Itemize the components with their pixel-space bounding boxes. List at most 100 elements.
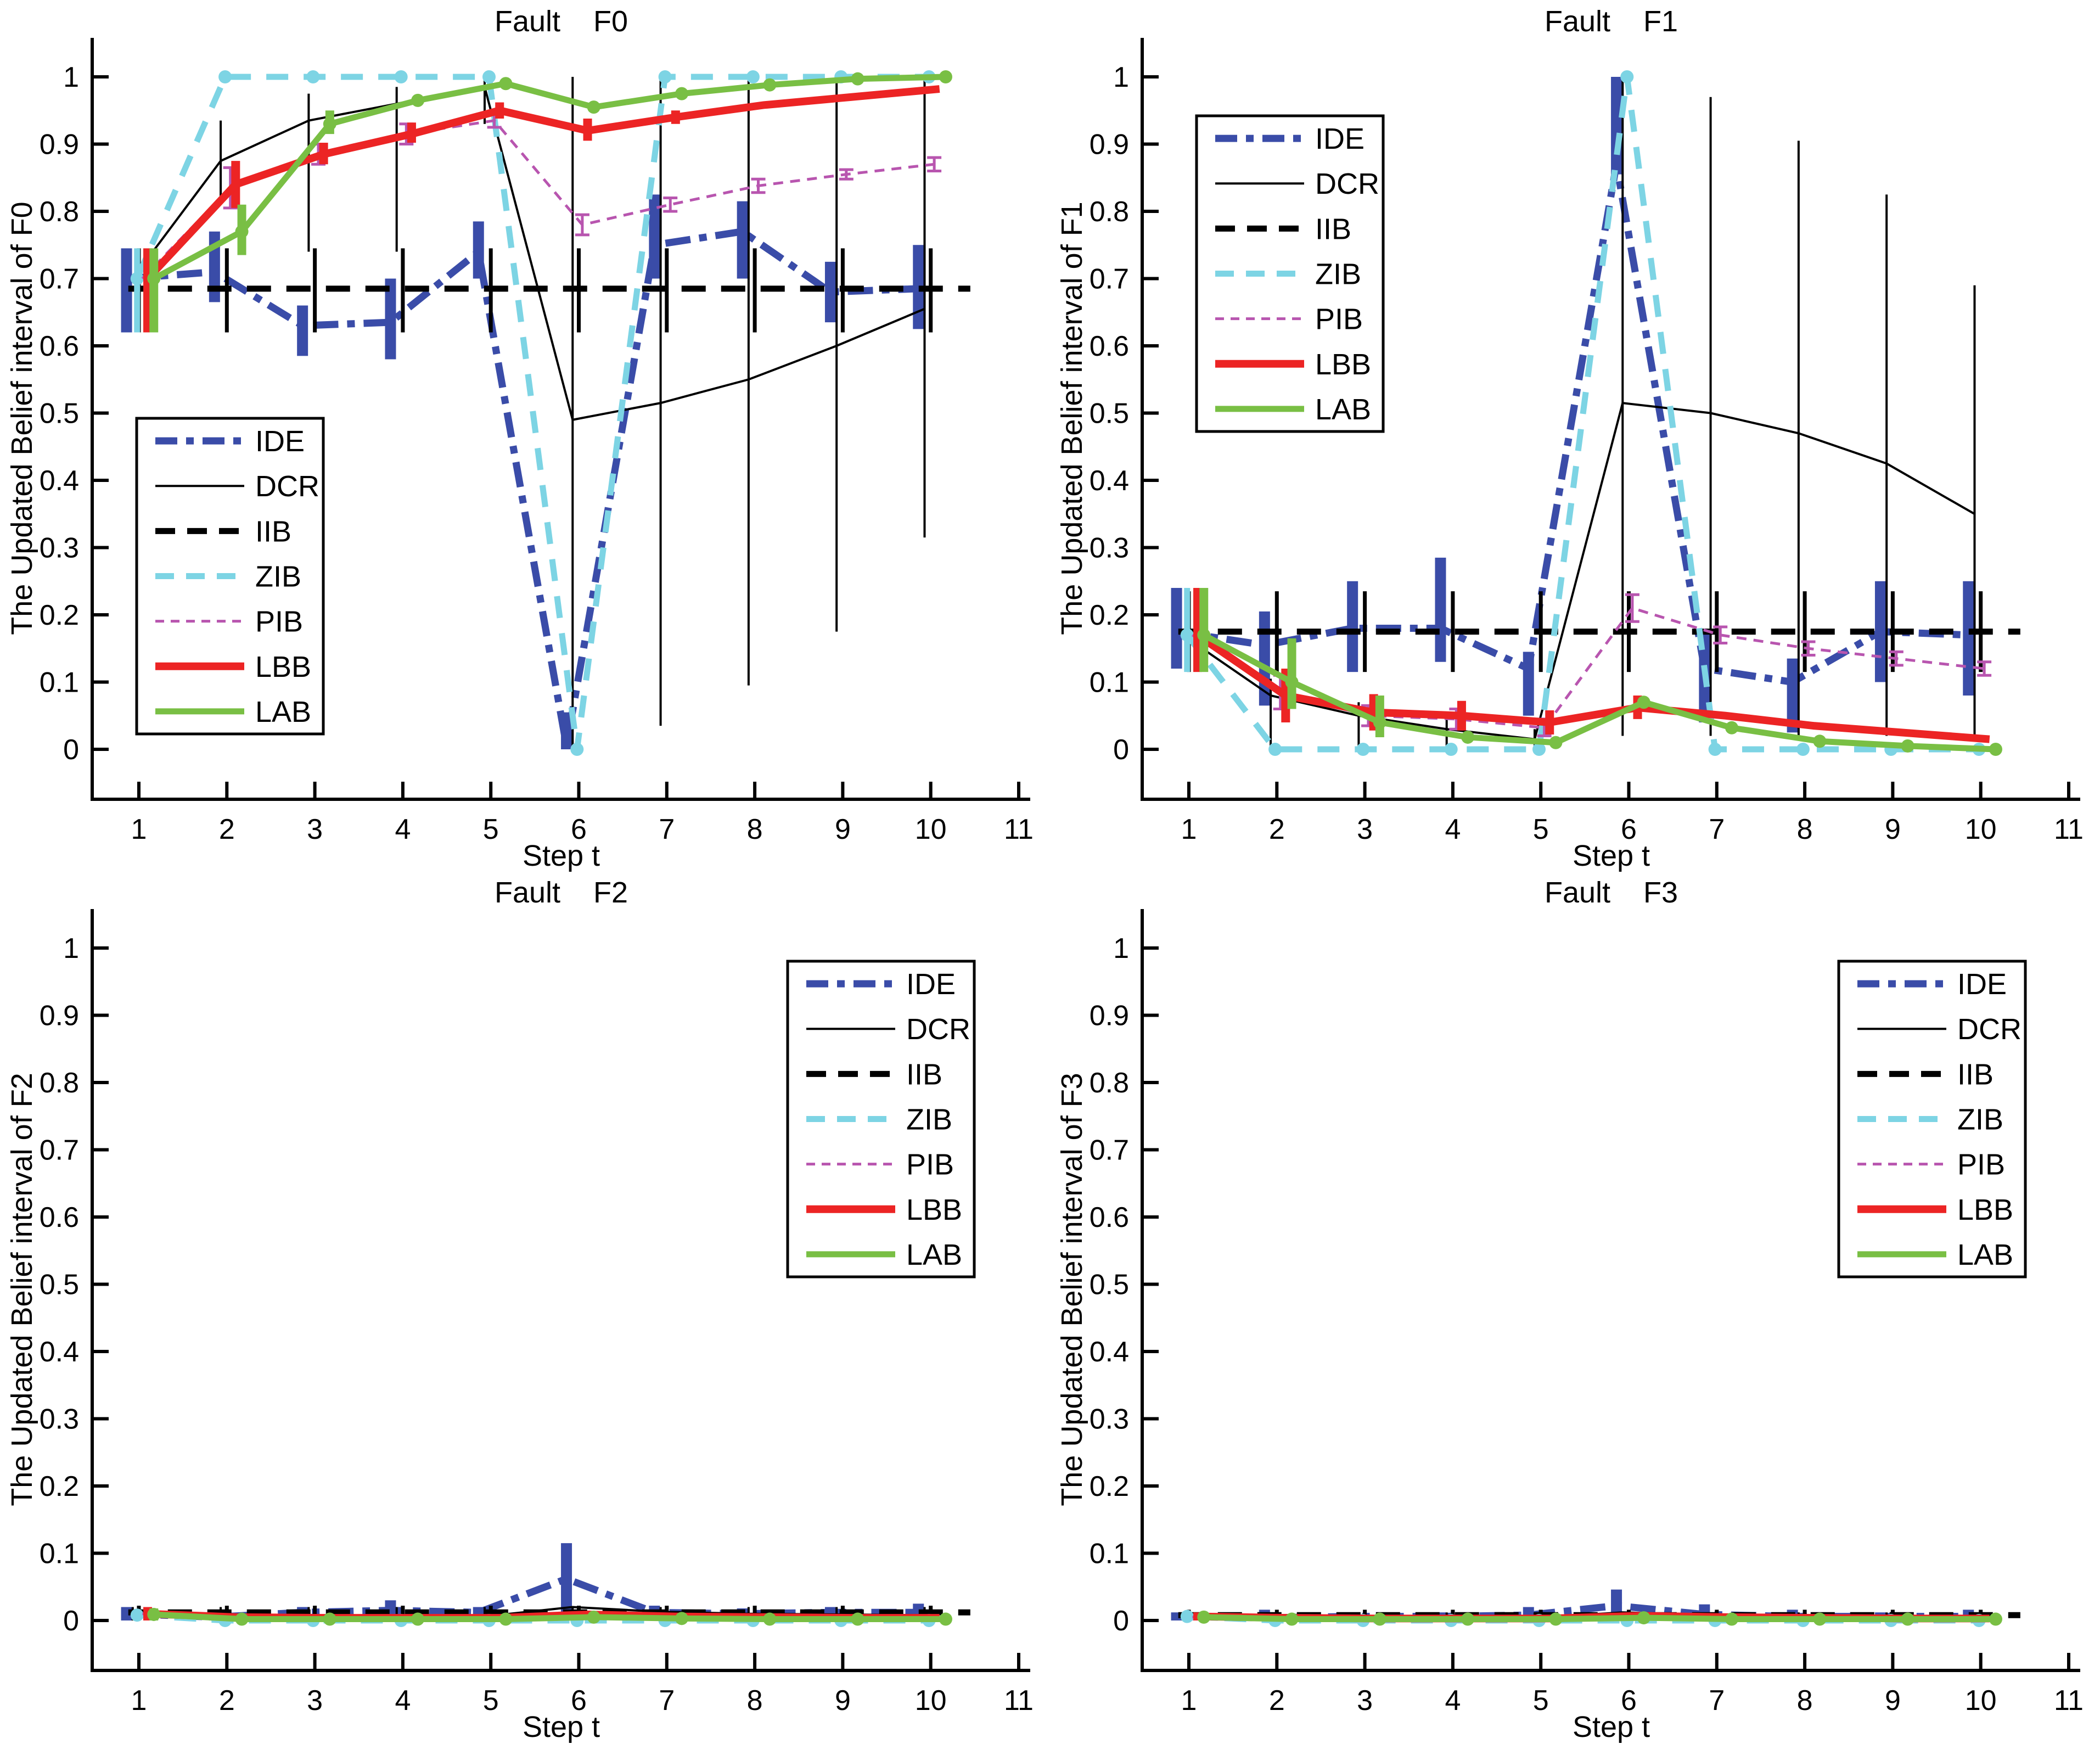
marker-LAB	[411, 93, 425, 107]
x-tick-label: 1	[131, 814, 147, 845]
marker-ZIB	[306, 70, 320, 83]
y-tick-label: 0.5	[1090, 1269, 1129, 1301]
series-LBB-line	[1195, 631, 1990, 743]
y-tick-label: 0.4	[40, 1336, 79, 1368]
legend-label-PIB: PIB	[255, 605, 303, 638]
legend-label-DCR: DCR	[1315, 167, 1379, 200]
marker-ZIB	[658, 70, 672, 83]
legend-label-ZIB: ZIB	[255, 560, 301, 593]
y-tick-label: 0.9	[40, 1000, 79, 1032]
series-DCR-line	[132, 86, 925, 422]
legend-label-IDE: IDE	[1315, 122, 1365, 155]
x-tick-label: 11	[1004, 1685, 1034, 1717]
x-tick-label: 10	[915, 814, 947, 845]
y-tick-label: 0.7	[1090, 1135, 1129, 1167]
y-tick-label: 0.6	[1090, 1202, 1129, 1233]
x-tick-label: 1	[131, 1685, 147, 1717]
y-tick-label: 0.2	[40, 1471, 79, 1502]
x-tick-label: 6	[1621, 1685, 1637, 1717]
legend-label-PIB: PIB	[1957, 1148, 2005, 1181]
legend-label-IIB: IIB	[255, 515, 291, 548]
x-tick-label: 6	[1621, 814, 1637, 845]
x-tick-label: 7	[659, 814, 675, 845]
plot-canvas-f2: 00.10.20.30.40.50.60.70.80.911 2 3 4 5 6 7 8 9 10…	[40, 909, 1034, 1717]
y-tick-label: 0.6	[1090, 330, 1129, 362]
y-tick-label: 0.8	[40, 196, 79, 228]
x-tick-label: 4	[1445, 814, 1461, 845]
y-tick-label: 0.7	[40, 263, 79, 295]
marker-ZIB	[130, 272, 144, 285]
marker-ZIB	[482, 70, 496, 83]
y-tick-label: 1	[63, 933, 79, 964]
y-tick-label: 0.8	[1090, 1067, 1129, 1099]
y-tick-label: 0.4	[1090, 1336, 1129, 1368]
marker-LAB	[1549, 736, 1563, 749]
x-axis-label-f3: Step t	[1572, 1711, 1650, 1743]
legend: IDE DCR IIB ZIB PIB LBB LAB	[786, 960, 976, 1278]
marker-LAB	[1725, 721, 1739, 734]
marker-ZIB	[1444, 743, 1458, 756]
y-tick-label: 0.6	[40, 1202, 79, 1233]
x-tick-label: 3	[1357, 814, 1373, 845]
x-axis-label-f0: Step t	[522, 839, 600, 872]
plot-canvas-f0: 00.10.20.30.40.50.60.70.80.911 2 3 4 5 6 7 8 9 10…	[40, 38, 1034, 845]
legend-label-LAB: LAB	[255, 696, 311, 728]
x-tick-label: 3	[1357, 1685, 1373, 1717]
marker-LAB	[1725, 1612, 1739, 1626]
y-tick-label: 0.8	[40, 1067, 79, 1099]
series-LAB	[1197, 1610, 2002, 1626]
x-tick-label: 8	[1797, 814, 1813, 845]
legend-label-ZIB: ZIB	[906, 1103, 952, 1136]
x-tick-label: 3	[307, 814, 323, 845]
series-LAB-line	[152, 74, 946, 282]
y-tick-label: 0.1	[1090, 667, 1129, 699]
legend-label-LBB: LBB	[906, 1193, 962, 1226]
marker-LAB	[587, 1610, 600, 1624]
y-tick-label: 0.9	[1090, 1000, 1129, 1032]
x-tick-label: 9	[835, 814, 851, 845]
legend: IDE DCR IIB ZIB PIB LBB LAB	[1837, 960, 2027, 1278]
series-IDE	[1171, 77, 1974, 733]
legend-label-IIB: IIB	[1315, 212, 1351, 245]
axes: 00.10.20.30.40.50.60.70.80.911 2 3 4 5 6 7 8 9 10…	[1090, 909, 2084, 1717]
series-ZIB-line	[134, 74, 929, 750]
series-LBB-line	[144, 85, 940, 282]
y-tick-label: 0.5	[1090, 398, 1129, 430]
marker-ZIB	[1180, 1610, 1194, 1623]
marker-LAB	[939, 70, 952, 83]
marker-LAB	[235, 1612, 249, 1626]
legend-label-PIB: PIB	[1315, 303, 1363, 336]
marker-ZIB	[1180, 628, 1194, 642]
marker-ZIB	[570, 743, 584, 756]
y-tick-label: 0.7	[1090, 263, 1129, 295]
series-LAB-line	[1202, 632, 1996, 753]
axes: 00.10.20.30.40.50.60.70.80.911 2 3 4 5 6 7 8 9 10…	[40, 909, 1034, 1717]
legend-label-ZIB: ZIB	[1957, 1103, 2003, 1136]
marker-LAB	[763, 78, 777, 92]
series-PIB-line	[1192, 606, 1985, 730]
legend-label-IDE: IDE	[1957, 968, 2007, 1001]
legend-label-ZIB: ZIB	[1315, 258, 1361, 291]
series-ZIB	[130, 70, 936, 756]
x-tick-label: 5	[1533, 814, 1549, 845]
series-IIB	[1178, 591, 2020, 672]
marker-LAB	[1813, 734, 1827, 748]
plot-title-f0: Fault F0	[494, 5, 628, 38]
plot-canvas-f1: 00.10.20.30.40.50.60.70.80.911 2 3 4 5 6 7 8 9 10…	[1090, 38, 2084, 845]
y-tick-label: 0.3	[1090, 532, 1129, 564]
y-tick-label: 0.3	[40, 1404, 79, 1435]
series-PIB	[141, 112, 942, 280]
plot-canvas-f3: 00.10.20.30.40.50.60.70.80.911 2 3 4 5 6 7 8 9 10…	[1090, 909, 2084, 1717]
marker-LAB	[1197, 628, 1211, 642]
marker-LAB	[1461, 730, 1475, 744]
subplot-fault-f2: Fault F2 The Updated Belief interval of …	[0, 871, 1050, 1743]
x-axis-label-f2: Step t	[522, 1711, 600, 1743]
y-tick-label: 0	[63, 734, 79, 766]
y-tick-label: 0.3	[40, 532, 79, 564]
x-tick-label: 10	[1965, 814, 1997, 845]
x-tick-label: 9	[1885, 814, 1901, 845]
series-LBB	[143, 85, 940, 333]
x-tick-label: 10	[915, 1685, 947, 1717]
y-tick-label: 0.6	[40, 330, 79, 362]
